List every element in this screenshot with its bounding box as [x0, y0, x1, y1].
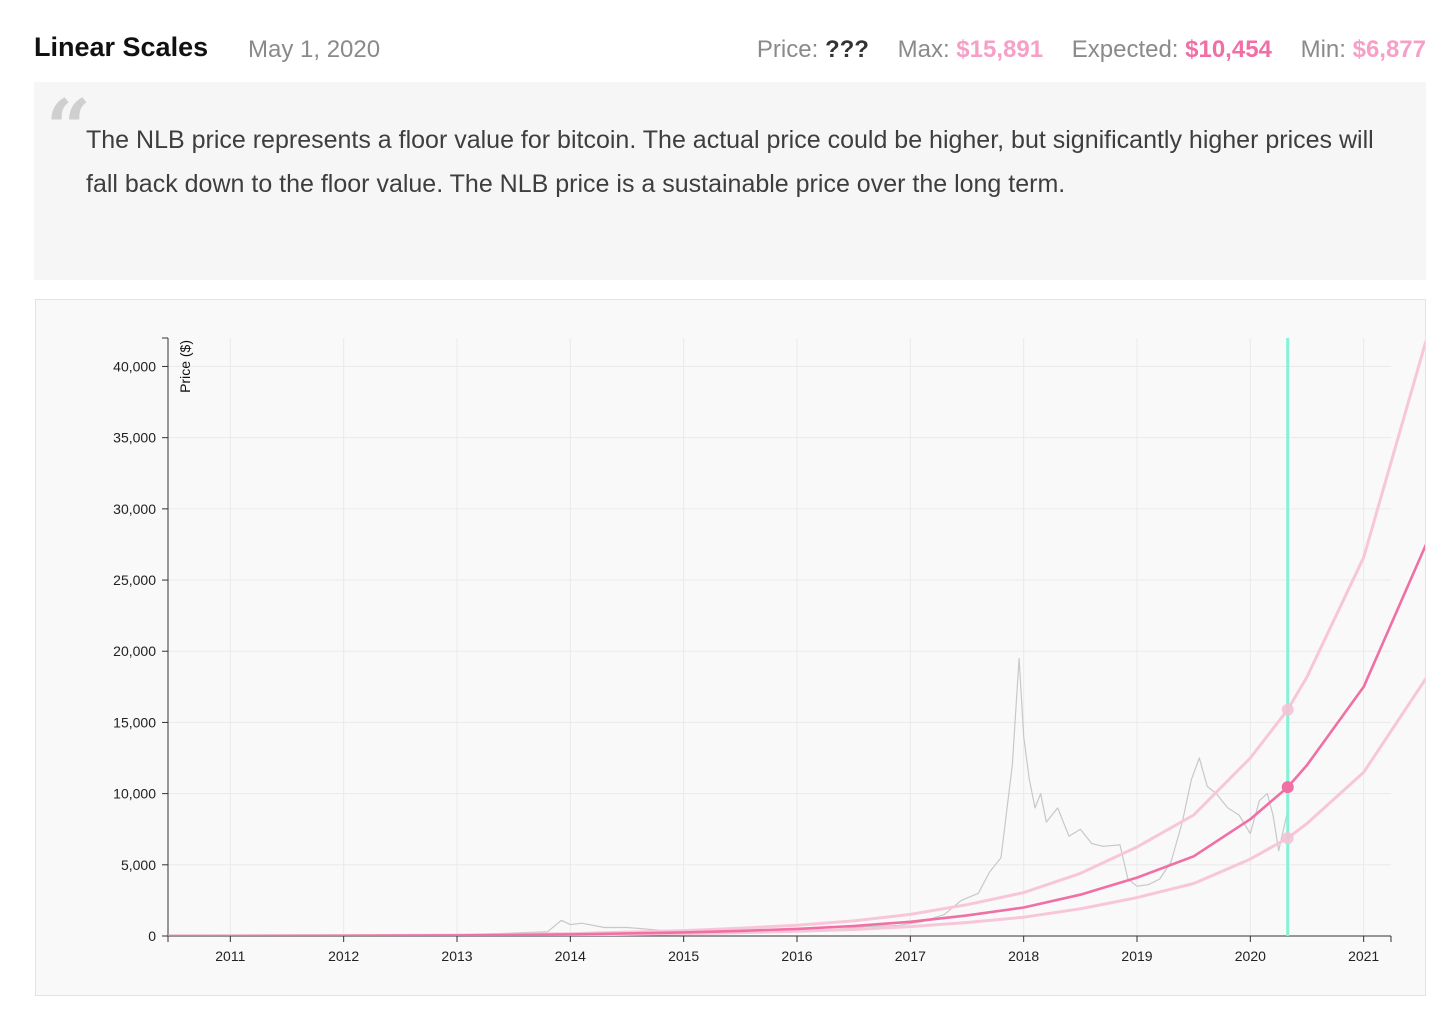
price-label: Price:: [756, 36, 819, 63]
page-title: Linear Scales: [34, 32, 209, 62]
selected-date: May 1, 2020: [248, 36, 381, 63]
quote-text: The NLB price represents a floor value f…: [86, 126, 1374, 198]
x-tick-label: 2013: [441, 948, 472, 964]
x-tick-label: 2016: [781, 948, 812, 964]
series-line-expected: [168, 543, 1425, 936]
y-tick-label: 30,000: [113, 501, 156, 517]
x-tick-label: 2018: [1008, 948, 1039, 964]
y-tick-label: 15,000: [113, 714, 156, 730]
quote-block: “ The NLB price represents a floor value…: [34, 82, 1426, 280]
x-tick-label: 2014: [555, 948, 586, 964]
max-label: Max:: [897, 36, 950, 63]
y-axis-title: Price ($): [177, 340, 193, 393]
price-value: ???: [824, 36, 869, 63]
x-tick-label: 2015: [668, 948, 699, 964]
y-tick-label: 10,000: [113, 786, 156, 802]
x-tick-label: 2021: [1348, 948, 1379, 964]
series-line-price: [168, 657, 1289, 936]
y-tick-label: 0: [148, 928, 156, 944]
expected-value: $10,454: [1185, 36, 1272, 63]
y-tick-label: 35,000: [113, 430, 156, 446]
expected-label: Expected:: [1071, 36, 1179, 63]
price-chart[interactable]: 0 5,000 10,000 15,000 20,000 25,000 30,000 35,0…: [36, 300, 1425, 995]
y-tick-label: 40,000: [113, 358, 156, 374]
max-value: $15,891: [956, 36, 1044, 63]
min-value: $6,877: [1352, 36, 1426, 63]
header: Linear Scales May 1, 2020 Price: ??? Max…: [34, 30, 1426, 70]
min-label: Min:: [1300, 36, 1346, 63]
x-tick-label: 2019: [1121, 948, 1152, 964]
y-tick-label: 20,000: [113, 643, 156, 659]
x-tick-label: 2017: [895, 948, 926, 964]
x-tick-label: 2011: [215, 948, 245, 964]
quote-mark-icon: “: [46, 83, 91, 174]
x-tick-label: 2012: [328, 948, 359, 964]
y-tick-label: 5,000: [121, 857, 156, 873]
chart-panel[interactable]: 0 5,000 10,000 15,000 20,000 25,000 30,000 35,0…: [35, 299, 1426, 996]
marker-expected: [1281, 781, 1294, 794]
marker-min: [1281, 832, 1294, 845]
y-tick-label: 25,000: [113, 572, 156, 588]
stats-bar: Price: ??? Max: $15,891 Expected: $10,45…: [757, 36, 1426, 64]
x-tick-label: 2020: [1235, 948, 1266, 964]
marker-max: [1281, 703, 1294, 716]
